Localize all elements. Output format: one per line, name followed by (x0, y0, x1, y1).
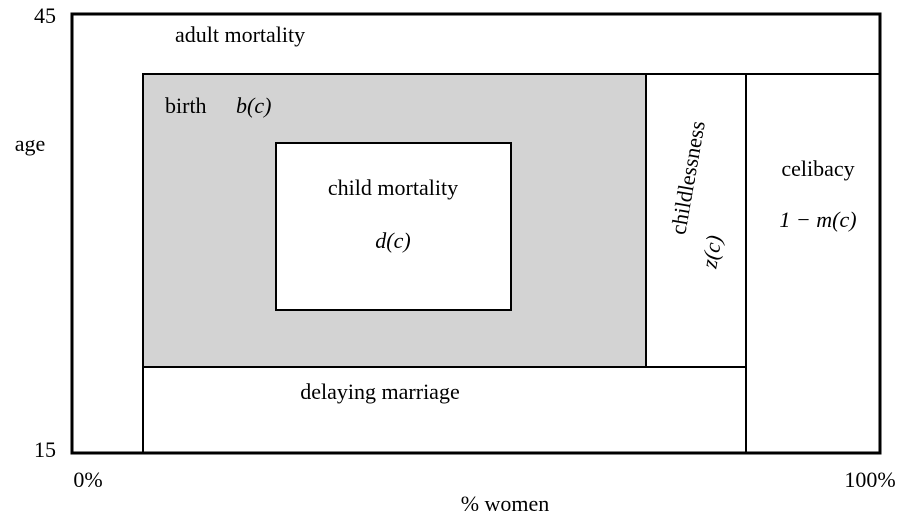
childlessness-region (645, 73, 747, 368)
outer-box (70, 12, 882, 455)
y-top-label: 45 (34, 3, 56, 28)
region-formula: 1 − m(c) (779, 207, 856, 232)
region-label: adult mortality (175, 22, 305, 47)
delaying-marriage-region (142, 366, 747, 454)
y-bottom-label: 15 (34, 437, 56, 462)
region-label: birth (165, 93, 207, 118)
region-label: celibacy (781, 156, 854, 181)
x-right-label: 100% (844, 467, 895, 492)
region-formula: z(c) (696, 233, 727, 271)
region-formula: d(c) (375, 228, 410, 253)
x-axis-label: % women (461, 491, 550, 516)
child-mortality-region (275, 142, 512, 311)
region-label: delaying marriage (300, 379, 459, 404)
x-left-label: 0% (73, 467, 102, 492)
y-axis-label: age (15, 131, 46, 156)
region-formula: b(c) (236, 93, 271, 118)
region-label: child mortality (328, 175, 458, 200)
